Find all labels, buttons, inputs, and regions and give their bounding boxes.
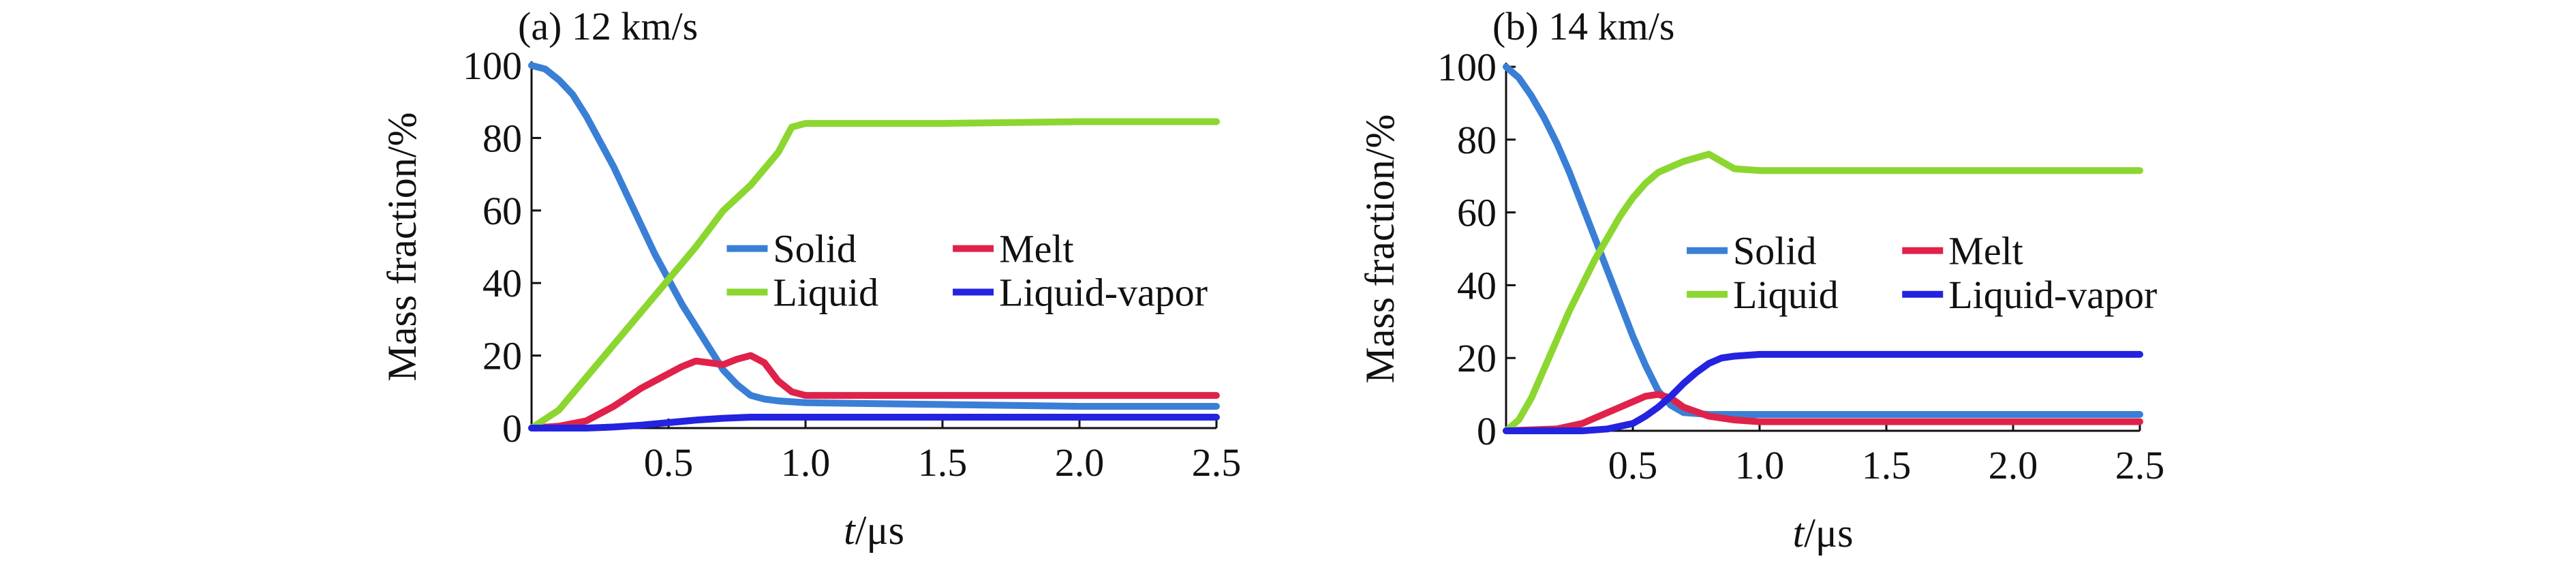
y-tick-label: 100 xyxy=(1437,45,1497,89)
y-tick-label: 80 xyxy=(1457,118,1497,162)
y-tick-label: 20 xyxy=(482,334,522,378)
panel-b: (b) 14 km/s 0 20 40 60 80 100 0.5 1.0 1.5 2.0 2.5 t/… xyxy=(1358,4,2164,556)
y-tick-label: 100 xyxy=(463,44,522,88)
series-line-solid xyxy=(528,62,1220,410)
legend-label-liquid: Liquid xyxy=(1733,273,1839,317)
y-axis-title: Mass fraction/% xyxy=(1358,115,1402,384)
panel-title: (a) 12 km/s xyxy=(518,4,698,48)
y-tick-label: 20 xyxy=(1457,336,1497,380)
panel-a: (a) 12 km/s 0 20 40 60 80 100 0.5 1.0 1.5 2.0 2.5 t/… xyxy=(380,4,1241,553)
series-line-solid xyxy=(1503,63,2143,418)
x-tick-label: 1.0 xyxy=(1735,443,1785,487)
x-tick-label: 2.0 xyxy=(1055,440,1105,485)
x-tick-label: 2.0 xyxy=(1989,443,2038,487)
series-line-liquid xyxy=(1503,151,2143,434)
y-tick-label: 0 xyxy=(1477,409,1497,453)
legend-label-solid: Solid xyxy=(1733,229,1817,273)
series-line-liquid-vapor xyxy=(528,414,1220,431)
y-tick-label: 0 xyxy=(502,406,522,451)
x-tick-label: 0.5 xyxy=(1608,443,1658,487)
x-axis-title: t/μs xyxy=(1793,511,1854,556)
y-tick-label: 80 xyxy=(482,116,522,160)
y-tick-label: 40 xyxy=(1457,263,1497,307)
y-tick-label: 60 xyxy=(482,189,522,233)
legend-label-liquid-vapor: Liquid-vapor xyxy=(999,271,1208,315)
x-tick-label: 1.5 xyxy=(918,440,968,485)
legend-label-melt: Melt xyxy=(999,227,1074,271)
y-tick-label: 40 xyxy=(482,261,522,305)
legend-label-solid: Solid xyxy=(773,227,857,271)
x-axis-title-var: t xyxy=(1793,511,1805,556)
series-line-liquid-vapor xyxy=(1503,350,2143,434)
x-axis-title-unit: /μs xyxy=(1804,511,1853,556)
x-tick-label: 1.0 xyxy=(781,440,831,485)
series-line-melt xyxy=(528,352,1220,431)
x-tick-label: 1.5 xyxy=(1862,443,1912,487)
x-axis-title-unit: /μs xyxy=(855,508,904,553)
legend-label-melt: Melt xyxy=(1948,229,2023,273)
series-line-liquid xyxy=(528,118,1220,431)
x-tick-label: 0.5 xyxy=(644,440,694,485)
x-axis-title-var: t xyxy=(844,508,856,553)
x-tick-label: 2.5 xyxy=(1192,440,1242,485)
x-tick-label: 2.5 xyxy=(2115,443,2165,487)
y-tick-label: 60 xyxy=(1457,191,1497,235)
x-axis-title: t/μs xyxy=(844,508,904,553)
legend-label-liquid-vapor: Liquid-vapor xyxy=(1948,273,2157,317)
y-axis-title: Mass fraction/% xyxy=(380,112,425,382)
panel-title: (b) 14 km/s xyxy=(1492,4,1674,48)
legend-label-liquid: Liquid xyxy=(773,271,878,315)
